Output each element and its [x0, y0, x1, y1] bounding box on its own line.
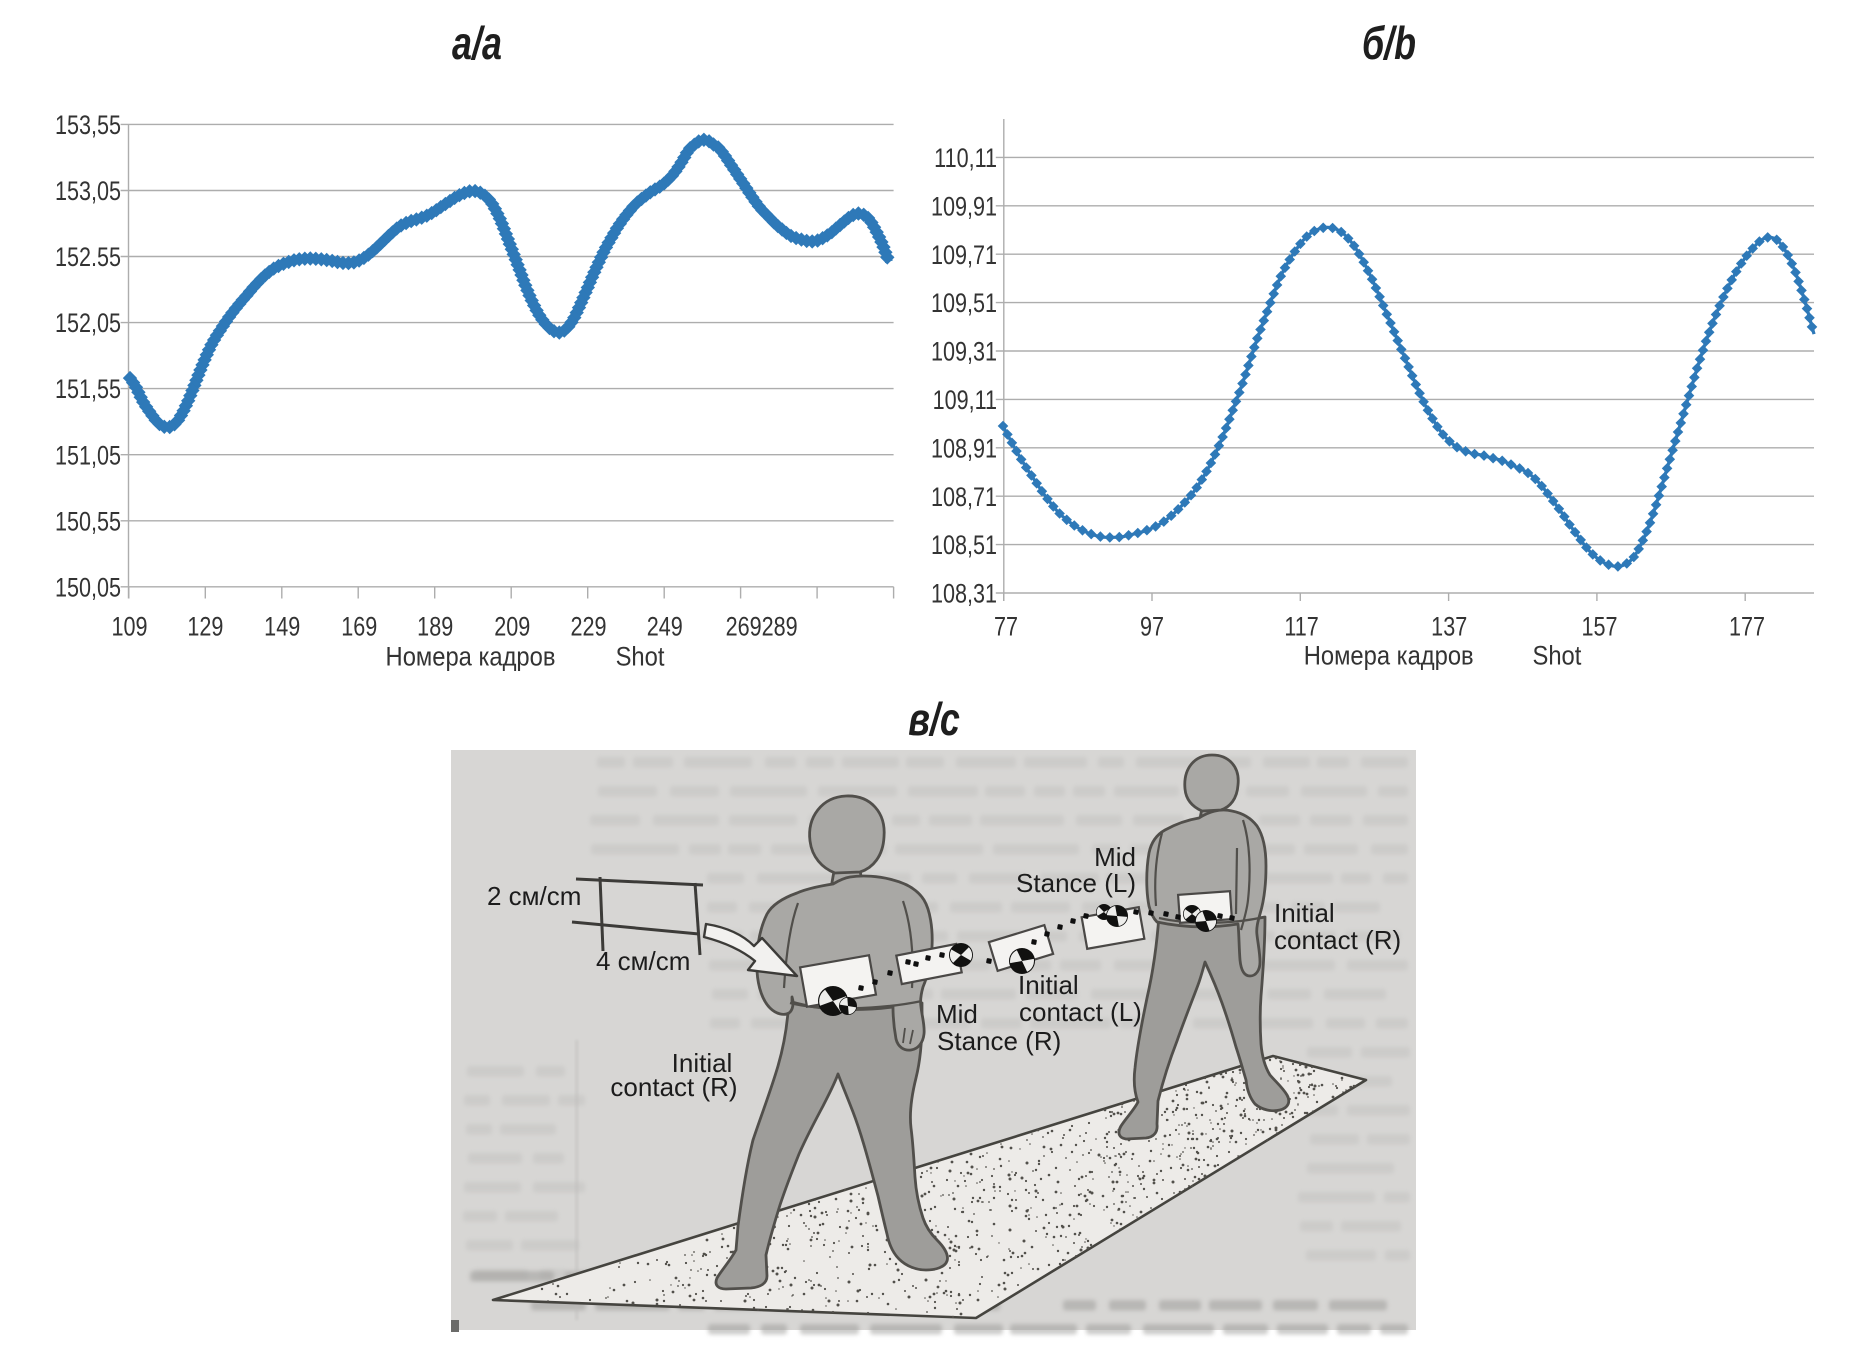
svg-text:189: 189: [417, 612, 453, 642]
svg-text:Initial: Initial: [1018, 970, 1079, 1000]
svg-text:153,55: 153,55: [55, 111, 121, 141]
svg-text:157: 157: [1581, 612, 1617, 642]
svg-text:Shot: Shot: [1532, 641, 1581, 671]
svg-text:209: 209: [494, 612, 530, 642]
svg-text:109,31: 109,31: [931, 337, 997, 367]
svg-text:Initial: Initial: [1274, 898, 1335, 928]
svg-text:149: 149: [264, 612, 300, 642]
svg-text:contact (L): contact (L): [1019, 997, 1142, 1027]
svg-text:Номера кадров: Номера кадров: [386, 642, 556, 672]
svg-text:109,91: 109,91: [931, 192, 997, 222]
svg-text:109: 109: [111, 612, 147, 642]
svg-text:Mid: Mid: [936, 999, 978, 1029]
svg-text:150,05: 150,05: [55, 573, 121, 603]
svg-text:152.55: 152.55: [55, 243, 121, 273]
svg-text:108,71: 108,71: [931, 483, 997, 513]
svg-text:108,51: 108,51: [931, 531, 997, 561]
svg-text:229: 229: [570, 612, 606, 642]
svg-text:а/а: а/а: [452, 18, 502, 69]
svg-text:Initial: Initial: [672, 1048, 733, 1078]
svg-text:4 см/cm: 4 см/cm: [596, 946, 690, 976]
svg-text:151,05: 151,05: [55, 441, 121, 471]
svg-text:Mid: Mid: [1094, 842, 1136, 872]
svg-text:б/b: б/b: [1362, 18, 1416, 69]
svg-text:108,31: 108,31: [931, 579, 997, 609]
svg-text:в/c: в/c: [908, 694, 960, 745]
svg-text:109,71: 109,71: [931, 241, 997, 271]
svg-text:152,05: 152,05: [55, 309, 121, 339]
svg-text:150,55: 150,55: [55, 507, 121, 537]
svg-text:77: 77: [994, 612, 1018, 642]
svg-text:109,11: 109,11: [933, 386, 997, 416]
svg-text:117: 117: [1284, 612, 1318, 642]
svg-text:153,05: 153,05: [55, 177, 121, 207]
svg-text:Stance (R): Stance (R): [937, 1026, 1061, 1056]
svg-text:269289: 269289: [726, 612, 798, 642]
svg-text:110,11: 110,11: [934, 144, 997, 174]
svg-text:2 см/cm: 2 см/cm: [487, 881, 581, 911]
svg-text:177: 177: [1729, 612, 1765, 642]
svg-text:contact (R): contact (R): [610, 1072, 737, 1102]
svg-text:108,91: 108,91: [931, 434, 997, 464]
svg-text:109,51: 109,51: [931, 289, 997, 319]
svg-text:137: 137: [1431, 612, 1467, 642]
svg-text:169: 169: [341, 612, 377, 642]
svg-text:Stance (L): Stance (L): [1016, 868, 1136, 898]
svg-text:97: 97: [1140, 612, 1164, 642]
svg-text:151,55: 151,55: [55, 375, 121, 405]
svg-text:Номера кадров: Номера кадров: [1304, 641, 1474, 671]
svg-text:129: 129: [187, 612, 223, 642]
svg-text:contact (R): contact (R): [1274, 925, 1401, 955]
svg-text:249: 249: [647, 612, 683, 642]
svg-text:Shot: Shot: [616, 642, 665, 672]
